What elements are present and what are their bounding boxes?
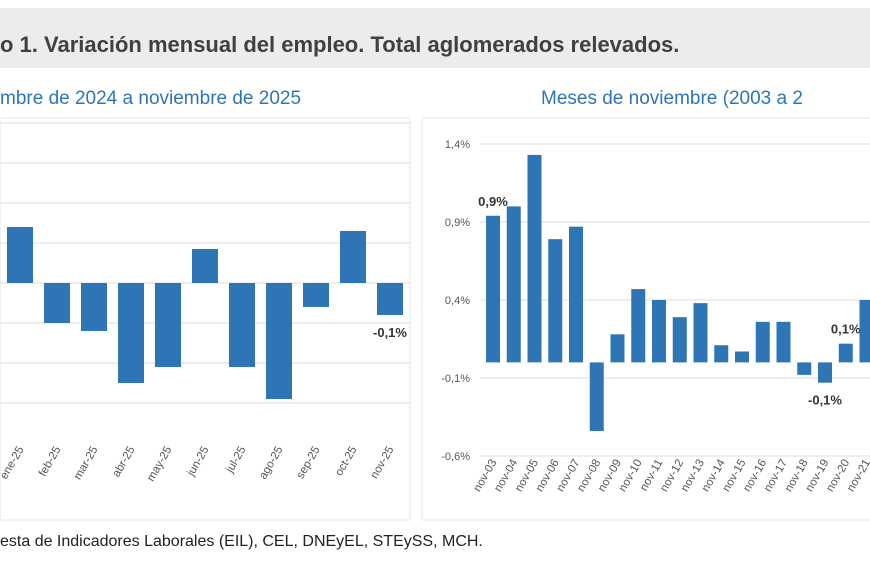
bar xyxy=(7,227,33,283)
chart-subtitle: Meses de noviembre (2003 a 2 xyxy=(541,88,803,109)
bar xyxy=(229,283,255,367)
value-label: -0,1% xyxy=(808,393,842,408)
bar xyxy=(377,283,403,315)
bar xyxy=(776,321,791,363)
bar xyxy=(81,283,107,331)
bar xyxy=(610,334,625,363)
chart-subtitle: mbre de 2024 a noviembre de 2025 xyxy=(0,88,301,109)
source-note: esta de Indicadores Laborales (EIL), CEL… xyxy=(0,533,483,550)
bar xyxy=(797,362,812,375)
x-tick-label: ene-25 xyxy=(0,445,27,482)
y-tick-label: -0,1% xyxy=(441,373,470,385)
bar xyxy=(506,206,521,363)
bar xyxy=(527,154,542,363)
bar xyxy=(340,231,366,283)
value-label: 0,9% xyxy=(478,194,508,209)
x-tick-label: abr-25 xyxy=(111,445,138,480)
bar xyxy=(118,283,144,383)
y-tick-label: -0,6% xyxy=(441,451,470,463)
bar xyxy=(755,321,770,363)
x-tick-label: jul-25 xyxy=(224,445,249,476)
bar xyxy=(486,215,500,363)
bar xyxy=(303,283,329,307)
bar xyxy=(838,343,853,363)
page-title: o 1. Variación mensual del empleo. Total… xyxy=(0,32,679,57)
bar xyxy=(569,226,583,363)
bar xyxy=(266,283,292,399)
bar xyxy=(192,249,218,283)
bar xyxy=(859,300,870,363)
bar xyxy=(631,289,646,363)
x-tick-label: may-25 xyxy=(145,445,175,484)
value-label: 0,1% xyxy=(831,322,861,337)
x-tick-label: feb-25 xyxy=(37,445,64,479)
bar xyxy=(714,345,729,363)
right-panel xyxy=(421,117,870,521)
x-tick-label: sep-25 xyxy=(295,445,323,481)
y-tick-label: 0,4% xyxy=(445,295,470,307)
x-tick-label: oct-25 xyxy=(333,445,359,479)
bar xyxy=(155,283,181,367)
bar xyxy=(818,362,832,383)
bar xyxy=(735,351,749,363)
x-tick-label: mar-25 xyxy=(72,445,101,483)
value-label: -0,1% xyxy=(373,325,407,340)
bar xyxy=(44,283,70,323)
header-band xyxy=(0,8,870,68)
x-tick-label: jun-25 xyxy=(185,445,212,480)
y-tick-label: 0,9% xyxy=(445,217,470,229)
bar xyxy=(652,300,666,363)
y-tick-label: 1,4% xyxy=(445,139,470,151)
bar xyxy=(548,239,563,363)
left-panel xyxy=(0,117,411,521)
bar xyxy=(672,317,687,363)
x-tick-label: ago-25 xyxy=(257,445,285,482)
bar xyxy=(693,303,708,363)
bar xyxy=(589,362,604,432)
x-tick-label: nov-25 xyxy=(369,445,397,481)
